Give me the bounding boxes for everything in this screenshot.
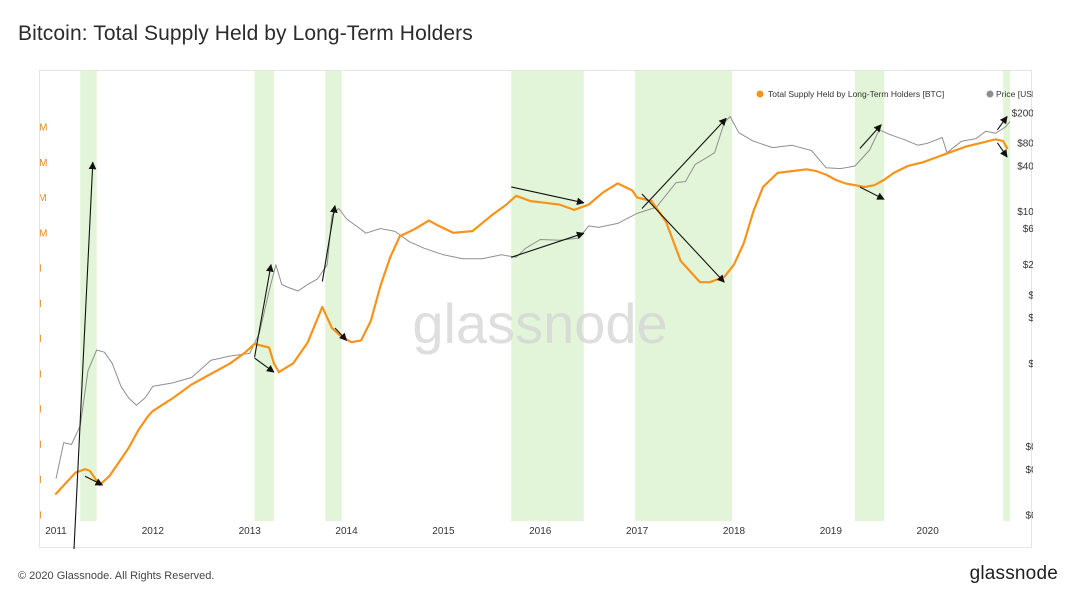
right-tick-label: $40 <box>1028 313 1033 324</box>
right-tick-label: $200 <box>1023 260 1033 271</box>
legend-price-label: Price [USD] <box>996 89 1033 99</box>
right-tick-label: $8000 <box>1017 139 1033 150</box>
shaded-range-1 <box>254 71 274 521</box>
annotation-arrow-13 <box>996 142 1008 158</box>
x-tick-label: 2015 <box>432 526 455 537</box>
annotation-arrow-4 <box>321 204 338 282</box>
annotation-arrow-12 <box>996 115 1008 131</box>
legend-price-dot <box>986 90 994 98</box>
annotation-arrow-7 <box>511 231 585 258</box>
left-tick-label: 5M <box>40 405 42 416</box>
annotation-arrow-8 <box>641 193 725 283</box>
left-axis-ticks: 2M 3M 4M 5M 6M 7M 8M 9M 10M 11M 12M 13M <box>40 123 47 522</box>
right-tick-label: $10 <box>1028 359 1033 370</box>
shaded-ranges <box>80 71 1010 521</box>
right-tick-label: $0.1 <box>1026 511 1033 522</box>
right-tick-label: $600 <box>1023 224 1033 235</box>
shaded-range-5 <box>855 71 885 521</box>
left-tick-label: 6M <box>40 369 42 380</box>
watermark: glassnode <box>412 292 667 355</box>
price-line <box>55 116 1011 479</box>
left-tick-label: 13M <box>40 123 47 134</box>
right-tick-label: $20000 <box>1012 109 1033 120</box>
shaded-range-4 <box>635 71 733 521</box>
chart-frame: glassnode 2M 3M 4M 5M 6M 7M 8M 9M 10M 11M 12M 13M $… <box>39 70 1033 549</box>
annotation-arrow-10 <box>859 124 882 149</box>
x-tick-label: 2016 <box>529 526 552 537</box>
left-tick-label: 11M <box>40 193 47 204</box>
annotation-arrows <box>73 115 1008 549</box>
left-tick-label: 9M <box>40 264 42 275</box>
right-axis-ticks: $0.1$0.4$0.8$2$6$10$40$80$200$600$1000$4… <box>1012 109 1033 522</box>
annotation-arrow-3 <box>254 357 275 373</box>
brand-logo: glassnode <box>969 563 1058 584</box>
left-tick-label: 7M <box>40 334 42 345</box>
series-layer <box>54 116 1011 495</box>
right-tick-label: $1000 <box>1017 207 1033 218</box>
right-tick-label: $0.4 <box>1026 465 1033 476</box>
page-title: Bitcoin: Total Supply Held by Long-Term … <box>18 22 473 45</box>
annotation-arrow-1 <box>84 475 104 486</box>
annotation-arrow-0 <box>73 161 97 549</box>
x-tick-label: 2020 <box>917 526 940 537</box>
x-tick-label: 2019 <box>820 526 843 537</box>
annotation-arrow-9 <box>641 117 727 209</box>
right-tick-label: $4000 <box>1017 162 1033 173</box>
supply-line <box>54 138 1009 495</box>
x-tick-label: 2017 <box>626 526 649 537</box>
annotation-arrow-5 <box>334 327 348 341</box>
chart-svg: glassnode 2M 3M 4M 5M 6M 7M 8M 9M 10M 11M 12M 13M $… <box>40 71 1033 549</box>
left-tick-label: 10M <box>40 228 47 239</box>
left-tick-label: 3M <box>40 475 42 486</box>
x-tick-label: 2018 <box>723 526 746 537</box>
x-tick-label: 2012 <box>142 526 165 537</box>
shaded-range-0 <box>80 71 97 521</box>
shaded-range-2 <box>325 71 342 521</box>
x-tick-label: 2011 <box>45 526 67 537</box>
left-tick-label: 4M <box>40 440 42 451</box>
left-tick-label: 8M <box>40 299 42 310</box>
annotation-arrow-6 <box>511 186 585 206</box>
legend-supply-label: Total Supply Held by Long-Term Holders [… <box>768 89 944 99</box>
legend: Total Supply Held by Long-Term Holders [… <box>756 89 1033 99</box>
annotation-arrow-11 <box>859 186 885 200</box>
left-tick-label: 12M <box>40 158 47 169</box>
x-tick-label: 2014 <box>335 526 358 537</box>
right-tick-label: $0.8 <box>1026 442 1033 453</box>
x-tick-label: 2013 <box>239 526 262 537</box>
copyright-text: © 2020 Glassnode. All Rights Reserved. <box>18 570 215 582</box>
left-tick-label: 2M <box>40 511 42 522</box>
annotation-arrow-2 <box>254 263 274 358</box>
legend-supply-dot <box>756 90 764 98</box>
shaded-range-6 <box>1003 71 1010 521</box>
shaded-range-3 <box>511 71 584 521</box>
x-axis-ticks: 2011 2012 2013 2014 2015 2016 2017 2018 2019 2020 <box>45 526 939 537</box>
right-tick-label: $80 <box>1028 290 1033 301</box>
